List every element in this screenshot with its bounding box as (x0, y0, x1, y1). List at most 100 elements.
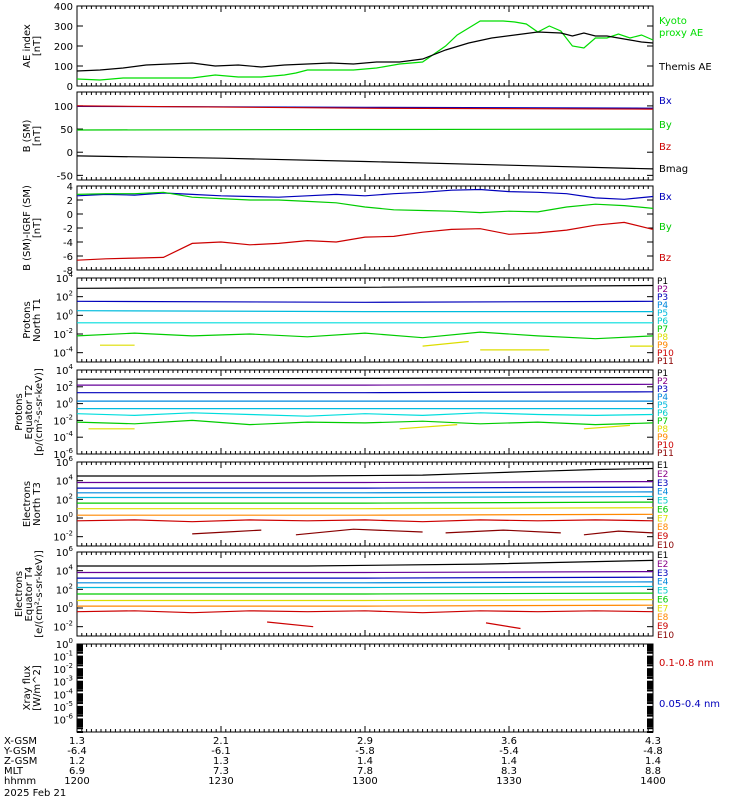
y-tick-label: 10-2 (53, 413, 73, 427)
legend-e7: E7 (657, 604, 668, 614)
y-tick-label: 102 (56, 290, 73, 304)
footer-value: 1.2 (69, 756, 85, 767)
series-line-bmag (76, 155, 654, 170)
legend-e3: E3 (657, 479, 668, 489)
series-line-e2 (77, 481, 654, 484)
y-tick-label: 2 (67, 196, 73, 207)
series-group (76, 188, 654, 261)
legend-p1: P1 (657, 277, 668, 287)
series-line-e5 (77, 585, 654, 589)
footer-value: 1.4 (501, 756, 517, 767)
footer-value: 2.9 (357, 736, 373, 747)
legend-p3: P3 (657, 385, 668, 395)
series-line-e4 (77, 581, 654, 584)
footer-row-label: MLT (4, 766, 24, 777)
footer-value: -5.8 (355, 746, 375, 757)
y-tick-label: 104 (56, 474, 74, 488)
panel-frame (76, 461, 654, 547)
y-tick-exponent: 0 (69, 397, 73, 405)
legend-e3: E3 (657, 569, 668, 579)
y-tick-exponent: 6 (69, 545, 74, 553)
y-axis-label: [e/(cm²-s-sr-keV)] (34, 550, 45, 638)
legend-bx: Bx (659, 192, 672, 203)
series-line-p3 (76, 300, 654, 303)
y-tick-label: 0 (67, 148, 73, 159)
legend-e10: E10 (657, 541, 674, 551)
y-axis-label: [nT] (32, 126, 43, 146)
legend-proxy-ae: proxy AE (659, 28, 703, 39)
y-tick-exponent: 0 (69, 637, 73, 645)
y-tick-label: -8 (63, 266, 73, 277)
series-line-e3 (77, 576, 654, 579)
legend-e10: E10 (657, 631, 674, 641)
footer-value: 1.4 (645, 756, 661, 767)
footer-value: 3.6 (501, 736, 517, 747)
legend-e9: E9 (657, 622, 669, 632)
series-line-e8 (77, 513, 654, 516)
y-tick-label: 100 (56, 308, 73, 322)
y-tick-exponent: 2 (69, 290, 73, 298)
y-tick-exponent: -2 (66, 413, 73, 421)
minor-x-ticks (76, 552, 654, 636)
y-tick-label: 100 (56, 511, 73, 525)
minor-x-ticks (76, 186, 654, 270)
y-tick-label: 50 (60, 125, 73, 136)
series-line-e2 (77, 570, 654, 574)
footer-value: 1330 (496, 776, 521, 787)
footer-row-label: X-GSM (4, 736, 37, 747)
y-tick-label: 10-2 (53, 620, 73, 634)
footer-value: 1.3 (213, 756, 229, 767)
legend-e9: E9 (657, 532, 669, 542)
y-axis-label: [nT] (32, 36, 43, 56)
y-tick-label: 102 (56, 492, 73, 506)
minor-x-ticks (76, 462, 654, 546)
y-axis-label: AE index (22, 24, 33, 68)
series-line-e10 (445, 529, 561, 534)
legend-e2: E2 (657, 470, 668, 480)
legend-p4: P4 (657, 393, 668, 403)
legend-e1: E1 (657, 551, 668, 561)
footer-value: -6.4 (67, 746, 87, 757)
y-axis-label: B (SM)-IGRF (SM) (22, 185, 33, 271)
y-tick-exponent: -4 (66, 346, 74, 354)
panel-frame (76, 643, 654, 733)
series-line-e7 (77, 507, 654, 510)
y-axis-label: [p/(cm²-s-sr-keV)] (34, 368, 45, 456)
series-group (76, 284, 654, 351)
footer-row-label: hhmm (4, 776, 36, 787)
legend-p10: P10 (657, 441, 674, 451)
footer-value: 1200 (64, 776, 89, 787)
series-line-e10 (583, 530, 654, 536)
xray-minor-ticks (77, 643, 653, 733)
y-tick-label: 104 (56, 271, 74, 285)
y-tick-exponent: 4 (69, 474, 74, 482)
y-tick-label: 400 (54, 2, 73, 13)
y-axis-label: Electrons (14, 571, 25, 617)
series-line-by (76, 191, 654, 214)
y-axis-label: Protons (14, 393, 25, 430)
legend-p10: P10 (657, 349, 674, 359)
series-line-themis-ae (76, 31, 654, 72)
series-group (76, 105, 654, 170)
series-line-e3 (77, 486, 654, 489)
series-line-p2 (77, 383, 654, 386)
legend-p2: P2 (657, 377, 668, 387)
series-group (76, 377, 654, 430)
legend-e8: E8 (657, 613, 669, 623)
y-axis-label: Equator T2 (24, 385, 35, 440)
y-tick-label: 10-2 (53, 327, 73, 341)
series-group (76, 467, 654, 536)
legend-p5: P5 (657, 401, 668, 411)
y-axis-label: B (SM) (22, 119, 33, 152)
series-line-bz (76, 105, 654, 110)
y-tick-label: 100 (54, 62, 73, 73)
y-tick-exponent: 2 (69, 380, 73, 388)
series-line-p9 (76, 331, 654, 340)
legend-e1: E1 (657, 461, 668, 471)
series-line-kyoto-proxy-ae (76, 20, 654, 81)
y-tick-label: 100 (56, 397, 73, 411)
series-line-e10 (267, 621, 314, 628)
y-axis-label: Electrons (22, 481, 33, 527)
legend-p7: P7 (657, 417, 668, 427)
